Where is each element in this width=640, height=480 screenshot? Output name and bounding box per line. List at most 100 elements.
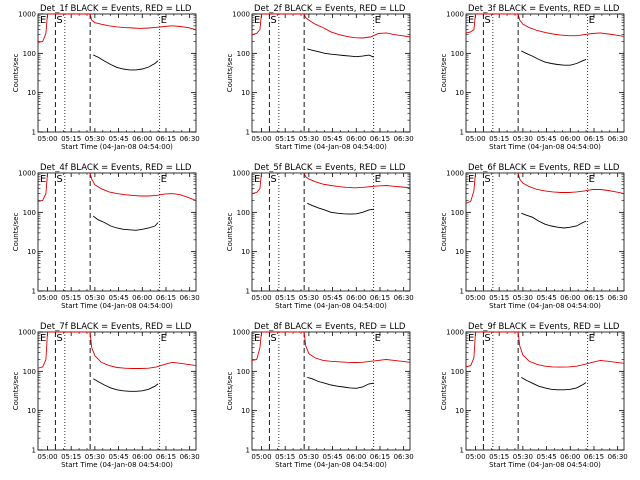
y-tick-label: 100 <box>23 50 36 58</box>
marker-E-end: E <box>375 333 381 344</box>
series-lld-line <box>38 14 196 43</box>
x-tick-label: 05:30 <box>85 294 105 302</box>
marker-S: S <box>484 15 490 26</box>
y-tick-label: 1 <box>32 288 36 296</box>
y-tick-label: 1 <box>460 447 464 455</box>
marker-E-start: E <box>468 174 474 185</box>
x-tick-label: 06:15 <box>156 294 176 302</box>
x-tick-label: 05:00 <box>37 294 57 302</box>
series-events-line <box>521 212 587 229</box>
y-axis-label: Counts/sec <box>12 213 20 252</box>
x-tick-label: 05:00 <box>37 135 57 143</box>
y-tick-label: 10 <box>455 407 464 415</box>
x-tick-label: 06:00 <box>560 135 580 143</box>
x-tick-label: 06:00 <box>346 453 366 461</box>
marker-E-end: E <box>589 15 595 26</box>
y-tick-label: 1 <box>460 288 464 296</box>
x-tick-label: 06:30 <box>608 294 628 302</box>
y-tick-label: 100 <box>23 209 36 217</box>
marker-E-end: E <box>161 174 167 185</box>
x-tick-label: 05:15 <box>275 135 295 143</box>
y-tick-label: 10 <box>241 248 250 256</box>
marker-S: S <box>270 15 276 26</box>
x-tick-label: 05:15 <box>61 135 81 143</box>
series-events-line <box>307 376 374 389</box>
y-tick-label: 10 <box>27 89 36 97</box>
subplot-5: Det_5f BLACK = Events, RED = LLD 1 10 100 10… <box>226 163 414 310</box>
y-tick-label: 1 <box>460 129 464 137</box>
series-events-line <box>307 48 374 58</box>
y-tick-label: 1000 <box>232 329 250 337</box>
x-tick-label: 06:30 <box>180 135 200 143</box>
marker-E-start: E <box>40 333 46 344</box>
x-tick-label: 05:00 <box>465 294 485 302</box>
marker-E-start: E <box>254 15 260 26</box>
y-tick-label: 1000 <box>232 11 250 19</box>
x-axis-label: Start Time (04-Jan-08 04:54:00) <box>489 461 601 469</box>
y-tick-label: 1 <box>246 288 250 296</box>
series-lld-line <box>466 173 624 204</box>
y-axis-label: Counts/sec <box>12 372 20 411</box>
plot-title: Det_8f BLACK = Events, RED = LLD <box>254 322 406 332</box>
x-tick-label: 05:15 <box>489 294 509 302</box>
x-tick-label: 05:15 <box>489 453 509 461</box>
y-axis-label: Counts/sec <box>440 54 448 93</box>
plot-title: Det_2f BLACK = Events, RED = LLD <box>254 4 406 14</box>
plot-frame <box>465 13 625 133</box>
x-tick-label: 05:30 <box>299 453 319 461</box>
marker-S: S <box>270 333 276 344</box>
x-tick-label: 06:15 <box>584 294 604 302</box>
x-axis-label: Start Time (04-Jan-08 04:54:00) <box>489 143 601 151</box>
x-tick-label: 05:30 <box>513 294 533 302</box>
series-lld-line <box>252 14 410 39</box>
marker-S: S <box>56 15 62 26</box>
marker-E-end: E <box>589 333 595 344</box>
x-tick-label: 05:00 <box>251 453 271 461</box>
x-tick-label: 06:30 <box>394 453 414 461</box>
x-axis-label: Start Time (04-Jan-08 04:54:00) <box>275 461 387 469</box>
y-tick-label: 1 <box>32 447 36 455</box>
series-lld-line <box>466 14 624 37</box>
x-tick-label: 05:00 <box>251 294 271 302</box>
marker-S: S <box>484 333 490 344</box>
x-axis-label: Start Time (04-Jan-08 04:54:00) <box>489 302 601 310</box>
plot-title: Det_7f BLACK = Events, RED = LLD <box>40 322 192 332</box>
y-tick-label: 1 <box>32 129 36 137</box>
x-axis-label: Start Time (04-Jan-08 04:54:00) <box>275 302 387 310</box>
x-tick-label: 05:45 <box>108 453 128 461</box>
x-tick-label: 06:00 <box>346 135 366 143</box>
series-events-line <box>521 50 587 66</box>
subplot-8: Det_8f BLACK = Events, RED = LLD 1 10 100 10… <box>226 322 414 469</box>
x-axis-label: Start Time (04-Jan-08 04:54:00) <box>275 143 387 151</box>
x-tick-label: 06:15 <box>156 135 176 143</box>
y-tick-label: 1 <box>246 129 250 137</box>
x-tick-label: 05:45 <box>108 294 128 302</box>
plot-title: Det_3f BLACK = Events, RED = LLD <box>468 4 620 14</box>
series-events-line <box>93 215 159 231</box>
y-tick-label: 1000 <box>446 329 464 337</box>
x-tick-label: 06:30 <box>394 135 414 143</box>
x-tick-label: 05:30 <box>513 453 533 461</box>
series-lld-line <box>252 173 410 195</box>
marker-E-end: E <box>161 15 167 26</box>
y-tick-label: 10 <box>241 89 250 97</box>
x-tick-label: 05:45 <box>108 135 128 143</box>
y-tick-label: 100 <box>451 209 464 217</box>
x-tick-label: 05:15 <box>61 294 81 302</box>
x-axis-label: Start Time (04-Jan-08 04:54:00) <box>61 143 173 151</box>
y-tick-label: 100 <box>237 209 250 217</box>
y-tick-label: 1000 <box>446 11 464 19</box>
x-tick-label: 05:45 <box>322 294 342 302</box>
marker-S: S <box>56 333 62 344</box>
marker-E-start: E <box>40 174 46 185</box>
y-tick-label: 100 <box>237 368 250 376</box>
x-tick-label: 06:15 <box>156 453 176 461</box>
marker-E-start: E <box>468 15 474 26</box>
y-axis-label: Counts/sec <box>226 54 234 93</box>
series-events-line <box>93 54 159 71</box>
x-tick-label: 05:30 <box>85 135 105 143</box>
x-tick-label: 05:30 <box>299 294 319 302</box>
y-tick-label: 1 <box>246 447 250 455</box>
y-axis-label: Counts/sec <box>440 213 448 252</box>
plot-title: Det_6f BLACK = Events, RED = LLD <box>468 163 620 173</box>
